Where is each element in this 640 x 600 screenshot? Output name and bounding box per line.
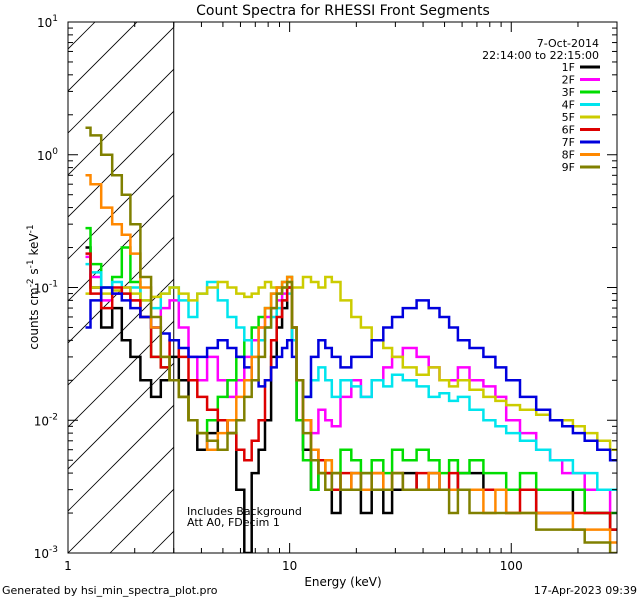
x-tick-label: 1 <box>64 559 72 573</box>
hatch-stroke <box>68 362 174 470</box>
hatch-stroke <box>68 404 174 512</box>
hatch-stroke <box>68 278 174 386</box>
legend-label-2f: 2F <box>562 74 575 87</box>
hatch-stroke <box>68 194 174 302</box>
series-line-4f <box>85 262 617 491</box>
legend-label-5f: 5F <box>562 111 575 124</box>
legend-label-4f: 4F <box>562 99 575 112</box>
x-tick-label: 10 <box>282 559 297 573</box>
y-axis-label: counts cm-2 s-1 keV-1 <box>26 224 41 349</box>
annotation-attenuator: Att A0, FDecim 1 <box>187 516 280 529</box>
hatch-stroke <box>68 68 174 176</box>
annotation-background: Includes Background <box>187 505 302 518</box>
legend-label-8f: 8F <box>562 149 575 162</box>
legend-label-6f: 6F <box>562 124 575 137</box>
series-line-2f <box>85 255 617 515</box>
y-axis-ticks: 101 100 10-1 10-2 10-3 <box>34 14 617 561</box>
legend-label-7f: 7F <box>562 136 575 149</box>
time-range-label: 22:14:00 to 22:15:00 <box>482 49 599 62</box>
legend-label-1f: 1F <box>562 61 575 74</box>
series-line-5f <box>85 275 617 451</box>
hatch-stroke <box>68 26 174 134</box>
x-axis-label: Energy (keV) <box>304 575 381 589</box>
x-tick-label: 100 <box>500 559 523 573</box>
x-axis-ticks: 1 10 100 <box>64 22 618 573</box>
footer-timestamp: 17-Apr-2023 09:39 <box>534 584 637 597</box>
hatch-stroke <box>614 22 640 553</box>
series-line-3f <box>85 226 617 515</box>
date-label: 7-Oct-2014 <box>537 37 599 50</box>
series-line-9f <box>85 126 617 553</box>
series-line-6f <box>85 252 617 531</box>
chart-title: Count Spectra for RHESSI Front Segments <box>196 3 490 19</box>
y-tick-label: 10-2 <box>34 412 58 428</box>
y-tick-label: 10-3 <box>34 545 58 561</box>
y-tick-label: 101 <box>37 14 58 30</box>
y-tick-label: 100 <box>37 147 58 163</box>
series-line-8f <box>85 174 617 544</box>
legend-label-3f: 3F <box>562 86 575 99</box>
series-lines <box>85 126 617 553</box>
footer-generated-by: Generated by hsi_min_spectra_plot.pro <box>2 584 218 597</box>
legend-label-9f: 9F <box>562 161 575 174</box>
hatch-stroke <box>68 446 174 553</box>
y-tick-label: 10-1 <box>34 280 58 296</box>
series-line-7f <box>85 286 617 462</box>
